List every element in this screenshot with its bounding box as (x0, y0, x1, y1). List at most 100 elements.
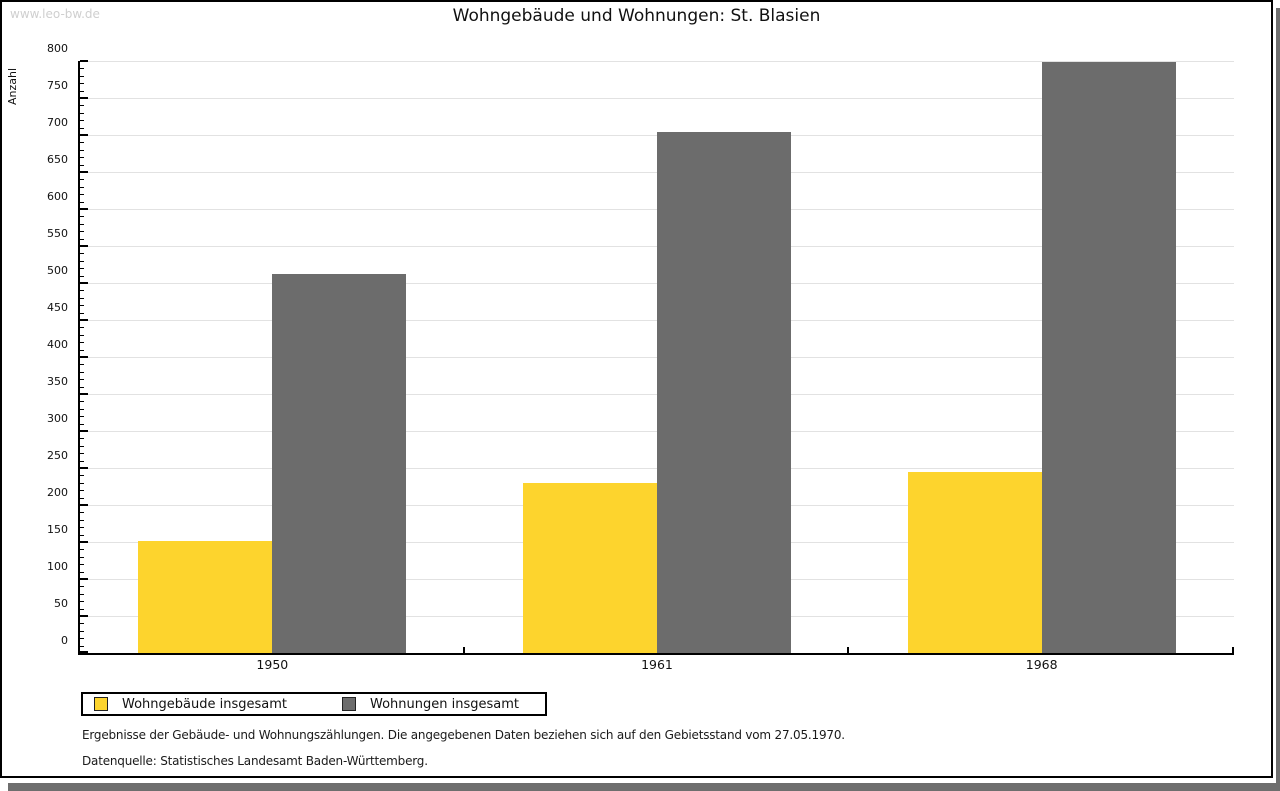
y-minor-tick (80, 253, 84, 255)
legend-label: Wohngebäude insgesamt (122, 696, 287, 712)
y-minor-tick (80, 416, 84, 418)
y-minor-tick (80, 327, 84, 329)
y-minor-tick (80, 120, 84, 122)
y-minor-tick (80, 275, 84, 277)
x-axis-label: 1968 (1025, 657, 1058, 672)
bar-wohngebaeude (138, 540, 273, 653)
y-minor-tick (80, 586, 84, 588)
y-minor-tick (80, 201, 84, 203)
y-major-tick (80, 319, 88, 321)
footnote-line-1: Ergebnisse der Gebäude- und Wohnungszähl… (82, 728, 845, 742)
y-minor-tick (80, 75, 84, 77)
y-major-tick (80, 504, 88, 506)
y-minor-tick (80, 238, 84, 240)
y-minor-tick (80, 371, 84, 373)
y-minor-tick (80, 386, 84, 388)
y-minor-tick (80, 149, 84, 151)
watermark: www.leo-bw.de (10, 7, 100, 21)
legend-box: Wohngebäude insgesamt Wohnungen insgesamt (81, 692, 547, 716)
y-major-tick (80, 615, 88, 617)
y-minor-tick (80, 334, 84, 336)
plot-area: 0 50 100 150 200 250 300 350 400 450 500 550 600 650 7… (47, 42, 1234, 655)
y-minor-tick (80, 401, 84, 403)
ticks-layer: 0 50 100 150 200 250 300 350 400 450 500 550 600 650 7… (47, 42, 1234, 653)
y-major-tick (80, 97, 88, 99)
y-major-tick (80, 651, 88, 653)
y-minor-tick (80, 157, 84, 159)
x-boundary-tick (847, 647, 850, 653)
y-major-tick (80, 134, 88, 136)
y-minor-tick (80, 460, 84, 462)
y-minor-tick (80, 408, 84, 410)
y-major-tick (80, 467, 88, 469)
y-minor-tick (80, 105, 84, 107)
gridline (80, 61, 1234, 62)
bar-wohnungen (656, 132, 791, 653)
x-boundary-tick (462, 647, 465, 653)
y-major-tick (80, 208, 88, 210)
y-minor-tick (80, 534, 84, 536)
legend-item: Wohngebäude insgesamt (94, 697, 287, 712)
y-minor-tick (80, 601, 84, 603)
legend-swatch (342, 697, 356, 711)
bar-group (80, 274, 465, 653)
y-axis-title: Anzahl (6, 67, 19, 105)
y-tick-label: 650 (47, 153, 68, 166)
y-tick-label: 200 (47, 486, 68, 499)
legend-item: Wohnungen insgesamt (342, 697, 519, 712)
y-tick-label: 50 (54, 597, 68, 610)
y-minor-tick (80, 556, 84, 558)
y-minor-tick (80, 164, 84, 166)
y-minor-tick (80, 90, 84, 92)
y-minor-tick (80, 571, 84, 573)
y-minor-tick (80, 231, 84, 233)
y-major-tick (80, 578, 88, 580)
y-minor-tick (80, 179, 84, 181)
y-minor-tick (80, 475, 84, 477)
y-minor-tick (80, 268, 84, 270)
y-minor-tick (80, 68, 84, 70)
y-tick-label: 300 (47, 412, 68, 425)
y-minor-tick (80, 549, 84, 551)
y-minor-tick (80, 305, 84, 307)
gridline (80, 98, 1234, 99)
y-major-tick (80, 282, 88, 284)
y-minor-tick (80, 112, 84, 114)
y-major-tick (80, 541, 88, 543)
y-major-tick (80, 60, 88, 62)
y-minor-tick (80, 608, 84, 610)
y-tick-label: 0 (61, 634, 68, 647)
y-tick-label: 550 (47, 227, 68, 240)
legend-swatch (94, 697, 108, 711)
chart-page: www.leo-bw.de Wohngebäude und Wohnungen:… (0, 0, 1273, 778)
y-minor-tick (80, 453, 84, 455)
page-shadow-bottom (8, 783, 1280, 791)
legend-label: Wohnungen insgesamt (370, 696, 519, 712)
y-tick-label: 150 (47, 523, 68, 536)
y-minor-tick (80, 260, 84, 262)
y-minor-tick (80, 312, 84, 314)
y-minor-tick (80, 216, 84, 218)
y-major-tick (80, 171, 88, 173)
y-minor-tick (80, 490, 84, 492)
y-major-tick (80, 356, 88, 358)
y-minor-tick (80, 83, 84, 85)
bar-wohngebaeude (522, 482, 657, 653)
y-minor-tick (80, 623, 84, 625)
x-axis-labels: 1950 1961 1968 (80, 657, 1234, 675)
x-axis-label: 1961 (641, 657, 673, 672)
y-tick-label: 600 (47, 190, 68, 203)
y-major-tick (80, 245, 88, 247)
bar-wohnungen (1041, 62, 1176, 653)
chart-title: Wohngebäude und Wohnungen: St. Blasien (452, 6, 821, 26)
y-minor-tick (80, 638, 84, 640)
y-axis-line (78, 61, 80, 655)
y-minor-tick (80, 223, 84, 225)
bar-group (849, 62, 1234, 653)
y-minor-tick (80, 630, 84, 632)
y-minor-tick (80, 186, 84, 188)
y-minor-tick (80, 349, 84, 351)
y-minor-tick (80, 142, 84, 144)
bar-wohnungen (272, 274, 407, 653)
y-tick-label: 400 (47, 338, 68, 351)
